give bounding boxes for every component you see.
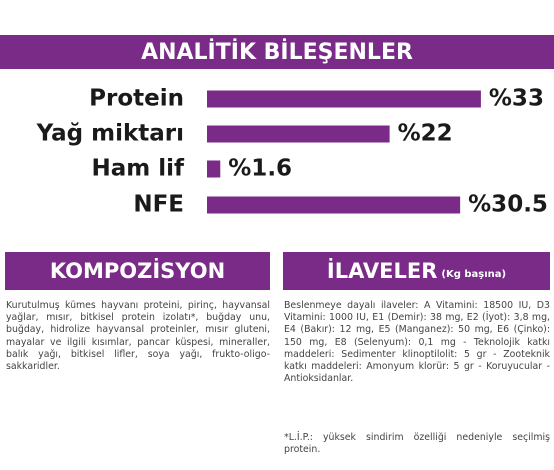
additives-subtitle: (Kg başına) bbox=[441, 268, 507, 280]
value-label: %1.6 bbox=[228, 156, 292, 182]
additives-text: Beslenmeye dayalı ilaveler: A Vitamini: … bbox=[284, 300, 550, 385]
value-label: %22 bbox=[398, 121, 453, 147]
category-label: Ham lif bbox=[91, 156, 185, 182]
title-band bbox=[0, 35, 554, 69]
category-label: Yağ miktarı bbox=[36, 121, 184, 147]
footnote: *L.İ.P.: yüksek sindirim özelliği nedeni… bbox=[284, 432, 550, 456]
bar bbox=[207, 125, 390, 143]
composition-text: Kurutulmuş kümes hayvanı proteini, pirin… bbox=[6, 300, 270, 373]
composition-title: KOMPOZİSYON bbox=[49, 259, 226, 283]
chart: ANALİTİK BİLEŞENLER Protein %33 Yağ miktar… bbox=[0, 35, 554, 218]
category-label: Protein bbox=[89, 86, 184, 112]
value-label: %30.5 bbox=[468, 192, 548, 218]
bar bbox=[207, 160, 221, 178]
composition-header: KOMPOZİSYON bbox=[5, 252, 270, 290]
bar bbox=[207, 196, 461, 214]
bar bbox=[207, 90, 481, 108]
category-label: NFE bbox=[133, 192, 184, 218]
additives-header: İLAVELER (Kg başına) bbox=[283, 252, 550, 290]
value-label: %33 bbox=[489, 86, 544, 112]
additives-title: İLAVELER bbox=[326, 259, 438, 283]
chart-title: ANALİTİK BİLEŞENLER bbox=[141, 39, 413, 65]
